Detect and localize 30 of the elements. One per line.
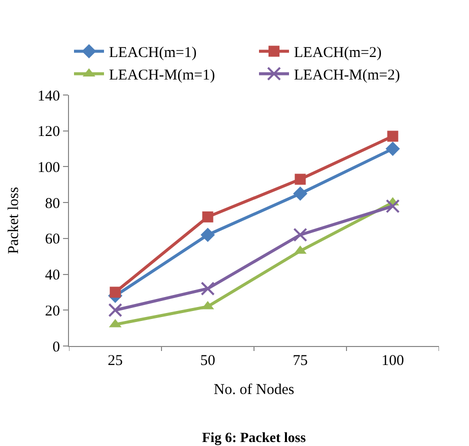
- point: [386, 142, 400, 156]
- x-axis-title: No. of Nodes: [214, 382, 294, 398]
- point: [200, 228, 215, 242]
- point: [110, 286, 121, 298]
- legend-label: LEACH(m=1): [109, 45, 197, 62]
- x-tick-label: 50: [200, 353, 216, 369]
- y-axis-title: Packet loss: [6, 186, 22, 254]
- point: [293, 228, 308, 242]
- x-tick-label: 25: [108, 353, 123, 369]
- point: [387, 130, 398, 142]
- y-tick-label: 80: [45, 196, 60, 212]
- y-tick-label: 100: [38, 160, 60, 176]
- point: [202, 211, 214, 222]
- point: [200, 282, 215, 296]
- caption: Fig 6: Packet loss: [202, 431, 306, 446]
- point: [386, 199, 400, 214]
- y-tick-label: 60: [45, 232, 60, 248]
- legend-label: LEACH-M(m=1): [109, 68, 215, 84]
- y-tick-label: 20: [45, 303, 60, 320]
- point: [108, 303, 122, 318]
- y-tick-label: 0: [52, 339, 60, 356]
- point: [293, 186, 308, 201]
- legend-label: LEACH-M(m=2): [294, 68, 400, 84]
- x-tick-label: 100: [382, 353, 404, 369]
- point: [294, 174, 306, 185]
- y-tick-label: 120: [38, 124, 60, 140]
- legend-label: LEACH(m=2): [294, 45, 382, 62]
- y-tick-label: 140: [38, 88, 60, 104]
- x-tick-label: 75: [292, 353, 308, 369]
- y-tick-label: 40: [45, 268, 60, 284]
